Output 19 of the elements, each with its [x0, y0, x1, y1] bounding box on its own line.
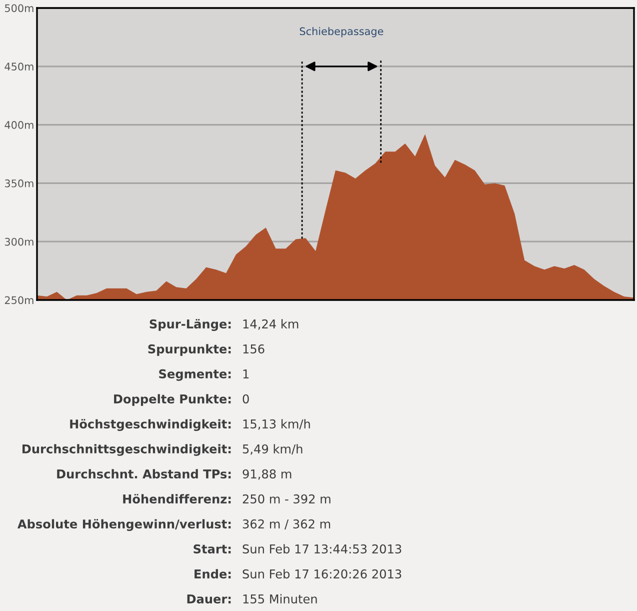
annotation: Schiebepassage — [300, 27, 384, 38]
text: Höchstgeschwindigkeit: 15,13 km/h — [70, 419, 310, 431]
y-tick-label: 350m — [4, 179, 34, 188]
y-tick-label: 300m — [4, 238, 34, 246]
text: Start: Sun Feb 17 13:44:53 2013 — [194, 544, 402, 554]
y-tick-label: 250m — [4, 296, 34, 304]
text: Ende: Sun Feb 17 16:20:26 2013 — [194, 569, 402, 579]
y-tick-label: 400m — [4, 121, 34, 129]
y-tick-label: 500m — [4, 4, 34, 12]
text: Durchschnt. Abstand TPs: 91,88 m — [57, 469, 292, 480]
text: Durchschnittsgeschwindigkeit: 5,49 km/h — [22, 444, 302, 456]
text: Spurpunkte: 156 — [148, 344, 264, 356]
text: Spur-Länge: 14,24 km — [150, 319, 298, 331]
y-tick-label: 450m — [4, 62, 34, 71]
text: Segmente: 1 — [159, 369, 249, 381]
text: Absolute Höhengewinn/verlust: 362 m / 362 m — [17, 519, 330, 531]
text: Dauer: 155 Minuten — [187, 594, 317, 604]
text: Doppelte Punkte: 0 — [114, 394, 249, 406]
text: Höhendifferenz: 250 m - 392 m — [123, 494, 330, 504]
